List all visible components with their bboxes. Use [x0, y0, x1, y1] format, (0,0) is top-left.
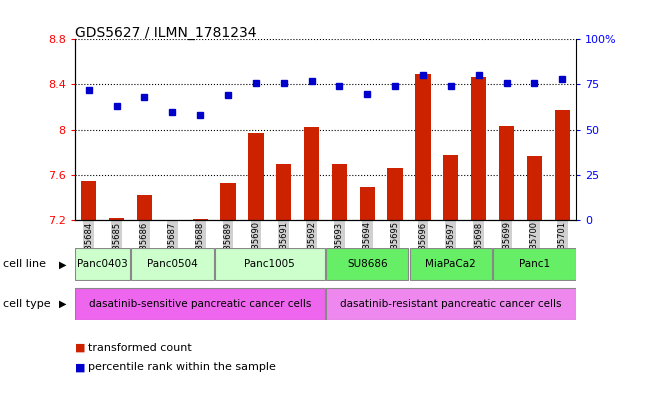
Text: ■: ■	[75, 362, 85, 373]
Bar	[527, 156, 542, 220]
Text: Panc1005: Panc1005	[244, 259, 295, 269]
Bar	[555, 110, 570, 220]
Bar	[332, 163, 347, 220]
Bar	[81, 180, 96, 220]
Bar	[276, 163, 292, 220]
Bar	[326, 248, 408, 280]
Text: MiaPaCa2: MiaPaCa2	[426, 259, 476, 269]
Bar	[193, 219, 208, 220]
Bar	[304, 127, 319, 220]
Bar	[471, 77, 486, 220]
Text: dasatinib-resistant pancreatic cancer cells: dasatinib-resistant pancreatic cancer ce…	[340, 299, 562, 309]
Bar	[109, 218, 124, 220]
Bar	[131, 248, 214, 280]
Text: cell line: cell line	[3, 259, 46, 269]
Bar	[409, 248, 492, 280]
Text: percentile rank within the sample: percentile rank within the sample	[88, 362, 276, 373]
Bar	[359, 187, 375, 220]
Bar	[415, 74, 430, 220]
Text: ■: ■	[75, 343, 85, 353]
Bar	[387, 168, 403, 220]
Bar	[499, 126, 514, 220]
Text: transformed count: transformed count	[88, 343, 191, 353]
Bar	[76, 288, 325, 320]
Bar	[137, 195, 152, 220]
Text: dasatinib-sensitive pancreatic cancer cells: dasatinib-sensitive pancreatic cancer ce…	[89, 299, 311, 309]
Bar	[493, 248, 575, 280]
Text: GDS5627 / ILMN_1781234: GDS5627 / ILMN_1781234	[75, 26, 256, 40]
Text: Panc1: Panc1	[519, 259, 550, 269]
Bar	[76, 248, 130, 280]
Text: SU8686: SU8686	[347, 259, 387, 269]
Text: Panc0504: Panc0504	[147, 259, 198, 269]
Bar	[443, 154, 458, 220]
Bar	[221, 183, 236, 220]
Text: cell type: cell type	[3, 299, 51, 309]
Text: Panc0403: Panc0403	[77, 259, 128, 269]
Bar	[326, 288, 575, 320]
Text: ▶: ▶	[59, 259, 67, 269]
Bar	[215, 248, 325, 280]
Bar	[248, 133, 264, 220]
Text: ▶: ▶	[59, 299, 67, 309]
